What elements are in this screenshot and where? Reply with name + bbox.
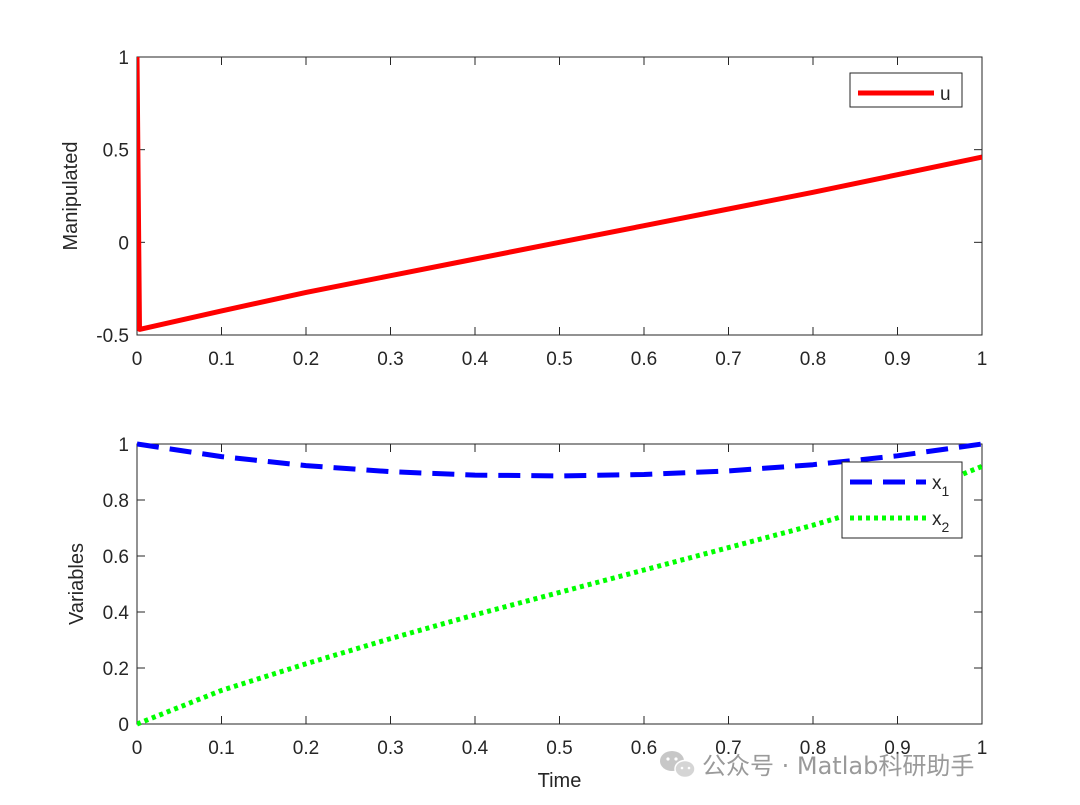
y-tick-label: -0.5 <box>96 326 129 347</box>
y-tick-label: 0 <box>118 715 129 736</box>
y-axis-label: Manipulated <box>60 142 82 251</box>
wechat-icon <box>660 751 696 779</box>
axes-box <box>136 56 983 336</box>
x-tick-label: 0 <box>132 349 143 370</box>
y-tick-label: 0.8 <box>103 491 129 512</box>
y-tick-label: 0.4 <box>103 603 130 624</box>
series-line-x1 <box>137 441 982 479</box>
watermark-text: 公众号 · Matlab科研助手 <box>702 752 974 780</box>
legend-label-name: x <box>932 509 942 530</box>
axes-layer: 0 0.1 0.2 0.3 0.4 0.5 0.6 0.7 0.8 0.9 1-0.500.51Ma… <box>60 48 987 792</box>
legend-label-name: x <box>932 473 942 494</box>
x-tick-label: 0.3 <box>377 738 403 759</box>
subplot-2: 0 0.1 0.2 0.3 0.4 0.5 0.6 0.7 0.8 0.9 1 0 0.2 0.4 0.6 0… <box>66 435 987 792</box>
x-tick-label: 0.7 <box>715 349 741 370</box>
x-tick-label: 0.9 <box>884 738 910 759</box>
x-tick-label: 0 <box>132 738 143 759</box>
y-tick-label: 0 <box>118 233 129 254</box>
x-axis-label: Time <box>538 770 582 792</box>
x-tick-label: 0.6 <box>631 349 657 370</box>
y-tick-label: 0.5 <box>103 141 129 162</box>
y-tick-label: 1 <box>118 48 129 69</box>
x-tick-label: 0.4 <box>462 349 489 370</box>
x-tick-label: 0.3 <box>377 349 403 370</box>
x-tick-label: 0.2 <box>293 738 319 759</box>
x-tick-label: 0.5 <box>546 349 572 370</box>
subplot-1: 0 0.1 0.2 0.3 0.4 0.5 0.6 0.7 0.8 0.9 1-0.500.51Ma… <box>60 48 987 370</box>
x-tick-label: 1 <box>977 738 988 759</box>
legend-label-subscript: 1 <box>942 483 950 499</box>
y-tick-label: 0.6 <box>103 547 129 568</box>
x-tick-label: 0.6 <box>631 738 657 759</box>
x-tick-label: 0.9 <box>884 349 910 370</box>
legend-box <box>849 72 963 108</box>
legend-label-subscript: 2 <box>942 519 950 535</box>
x-tick-label: 0.7 <box>715 738 741 759</box>
x-tick-label: 0.8 <box>800 349 826 370</box>
legend-label: x2 <box>932 509 950 535</box>
y-axis-label: Variables <box>66 543 88 625</box>
y-tick-label: 1 <box>118 435 129 456</box>
legend: u <box>849 72 963 108</box>
legend-label: u <box>940 84 951 105</box>
x-tick-label: 0.2 <box>293 349 319 370</box>
legend-box <box>841 461 963 539</box>
x-tick-label: 0.8 <box>800 738 826 759</box>
axes-box <box>136 443 983 725</box>
x-tick-label: 0.5 <box>546 738 572 759</box>
watermark: 公众号 · Matlab科研助手 <box>660 751 974 780</box>
legend-label-name: u <box>940 84 951 105</box>
series-line-u <box>137 56 982 332</box>
x-tick-label: 0.4 <box>462 738 489 759</box>
series-line-x2 <box>137 464 982 727</box>
x-tick-label: 0.1 <box>208 349 234 370</box>
y-tick-label: 0.2 <box>103 659 129 680</box>
legend-label: x1 <box>932 473 950 499</box>
x-tick-label: 1 <box>977 349 988 370</box>
x-tick-label: 0.1 <box>208 738 234 759</box>
